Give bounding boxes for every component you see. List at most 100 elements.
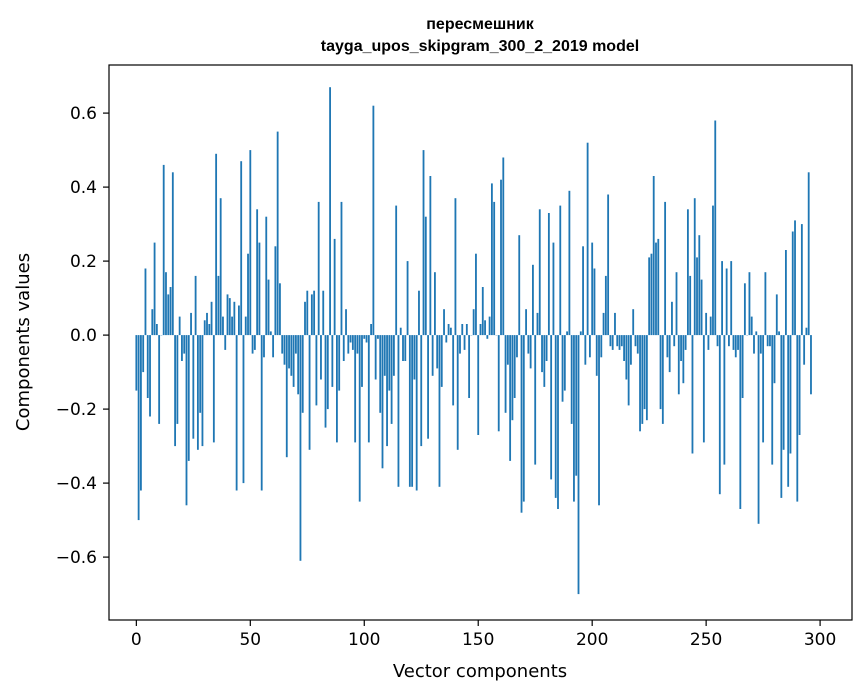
- bar: [520, 335, 523, 513]
- bar: [151, 309, 154, 336]
- bar: [493, 201, 496, 336]
- bar: [381, 335, 384, 469]
- bar: [698, 235, 701, 336]
- bar: [304, 301, 306, 336]
- bar: [427, 335, 429, 439]
- bar: [434, 272, 436, 336]
- bar: [721, 261, 724, 336]
- bar: [247, 253, 249, 336]
- chart-subtitle: tayga_upos_skipgram_300_2_2019 model: [321, 38, 639, 55]
- bar: [235, 335, 238, 491]
- bar: [194, 275, 197, 336]
- bar: [707, 335, 710, 350]
- bar: [753, 335, 755, 354]
- bar: [513, 335, 516, 398]
- bar: [737, 335, 739, 350]
- bar: [652, 176, 655, 336]
- bar: [447, 324, 450, 336]
- bar: [577, 335, 580, 595]
- bar: [803, 335, 806, 365]
- bar: [789, 335, 792, 454]
- bar: [438, 335, 441, 487]
- bar: [582, 246, 584, 336]
- bar: [661, 335, 664, 424]
- bar: [251, 335, 254, 354]
- plot-frame: [108, 64, 853, 621]
- bar: [424, 216, 427, 336]
- bar: [632, 309, 635, 336]
- y-tick-label: −0.6: [56, 548, 97, 568]
- bar: [575, 335, 578, 476]
- bar: [655, 242, 657, 336]
- bar: [677, 335, 680, 395]
- bar: [404, 335, 407, 361]
- bar: [591, 242, 594, 336]
- x-tick-label: 250: [690, 630, 722, 650]
- bar: [440, 335, 443, 387]
- bars-group: [135, 87, 812, 595]
- bar: [805, 327, 808, 336]
- bar: [728, 335, 730, 347]
- bar: [169, 287, 172, 336]
- bar: [616, 335, 619, 347]
- bar: [755, 331, 758, 336]
- bar: [244, 316, 247, 336]
- bar: [732, 335, 735, 350]
- bar: [142, 335, 145, 373]
- bar: [748, 272, 751, 336]
- bar: [351, 335, 354, 350]
- bar: [671, 301, 673, 336]
- bar: [497, 335, 500, 432]
- bar: [725, 268, 728, 336]
- bar: [461, 324, 464, 336]
- bar: [294, 335, 297, 354]
- bar: [263, 335, 265, 358]
- bar: [511, 335, 514, 421]
- bar: [336, 335, 338, 443]
- bar: [370, 324, 373, 336]
- bar: [178, 316, 181, 336]
- bar: [139, 335, 142, 491]
- bar: [233, 301, 236, 336]
- bar: [406, 261, 409, 336]
- bar: [484, 320, 486, 336]
- bar: [418, 290, 420, 336]
- bar: [377, 335, 379, 339]
- bar: [192, 335, 195, 439]
- bar: [545, 335, 548, 361]
- bar: [158, 335, 161, 424]
- bar: [399, 327, 402, 336]
- bar: [149, 335, 151, 417]
- bar: [798, 335, 801, 435]
- bar: [472, 309, 475, 336]
- bar: [415, 335, 418, 491]
- bar: [285, 335, 288, 458]
- bar: [297, 335, 300, 395]
- bar: [623, 335, 625, 361]
- bar: [650, 253, 653, 336]
- bar: [686, 209, 689, 336]
- bar: [215, 153, 218, 336]
- bar: [436, 335, 439, 369]
- bar: [691, 335, 694, 454]
- bar: [810, 335, 812, 395]
- bar: [365, 335, 368, 343]
- bar: [600, 335, 603, 358]
- bar: [757, 335, 760, 524]
- bar: [509, 335, 512, 461]
- bar: [730, 261, 733, 336]
- bar: [561, 335, 564, 402]
- bar: [532, 264, 534, 336]
- bar: [137, 335, 140, 521]
- bar: [454, 198, 457, 336]
- bar: [269, 331, 272, 336]
- bar: [486, 335, 489, 339]
- bar: [388, 335, 391, 391]
- x-tick-label: 100: [348, 630, 380, 650]
- bar: [449, 327, 452, 336]
- bar: [538, 209, 541, 336]
- bar: [700, 279, 703, 336]
- bar: [579, 331, 582, 336]
- bar: [684, 335, 687, 350]
